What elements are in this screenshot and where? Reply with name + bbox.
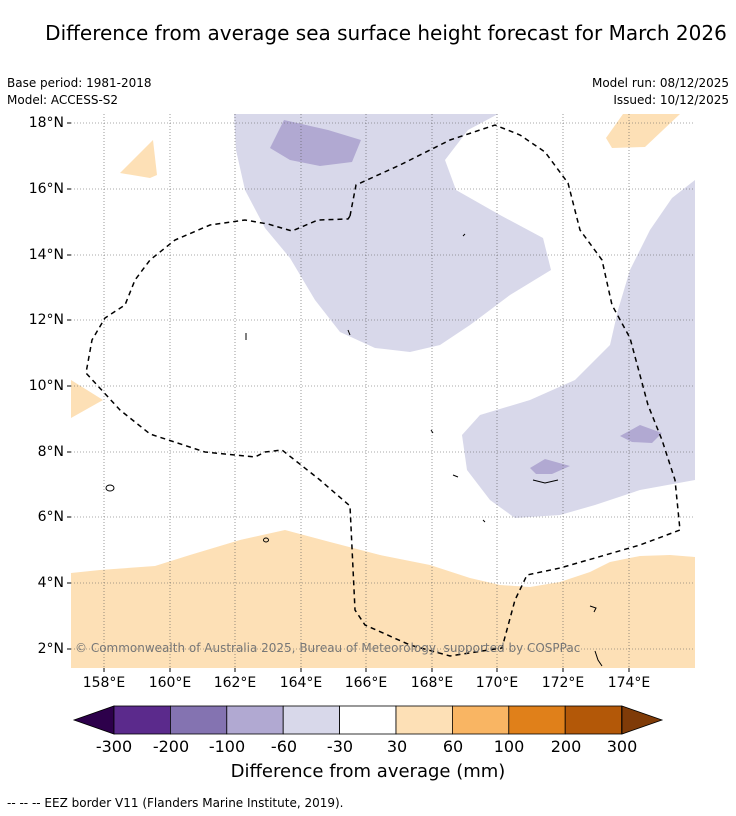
meta-left: Base period: 1981-2018 Model: ACCESS-S2: [7, 75, 152, 109]
colorbar-cell: [169, 705, 228, 735]
positive-anomaly-northeast: [606, 114, 680, 148]
colorbar-label: -300: [95, 737, 133, 756]
colorbar-label: 300: [606, 737, 638, 756]
gridlines: [71, 114, 695, 668]
colorbar-cell: [395, 705, 453, 735]
base-period: Base period: 1981-2018: [7, 76, 152, 90]
islands: [105, 233, 603, 667]
colorbar-label: -30: [326, 737, 354, 756]
colorbar-label: -200: [152, 737, 190, 756]
lon-tick: 166°E: [344, 675, 388, 691]
lon-tick: 174°E: [607, 675, 651, 691]
lat-tick: 14°N: [28, 247, 64, 263]
lon-tick: 172°E: [541, 675, 585, 691]
strong-negative-north: [270, 120, 361, 166]
colorbar-cell: [339, 705, 397, 735]
colorbar-extend-low: [72, 705, 115, 735]
colorbar-cell: [113, 705, 171, 735]
colorbar-cell: [564, 705, 623, 735]
colorbar-cell: [508, 705, 566, 735]
positive-anomaly-west: [71, 380, 103, 418]
lon-tick: 162°E: [213, 675, 257, 691]
lat-tick: 18°N: [28, 115, 64, 131]
copyright-notice: © Commonwealth of Australia 2025, Bureau…: [75, 641, 581, 655]
lat-tick: 12°N: [28, 312, 64, 328]
colorbar-label: 60: [442, 737, 464, 756]
model-name: Model: ACCESS-S2: [7, 93, 119, 107]
eez-footnote: -- -- -- EEZ border V11 (Flanders Marine…: [7, 796, 344, 810]
map-title: Difference from average sea surface heig…: [45, 21, 727, 45]
colorbar-label: 200: [550, 737, 582, 756]
lat-tick: 10°N: [28, 378, 64, 394]
lon-tick: 168°E: [410, 675, 454, 691]
colorbar-label: 30: [386, 737, 408, 756]
colorbar-label: -100: [208, 737, 246, 756]
strong-negative-east-1: [620, 425, 662, 443]
lon-tick: 160°E: [148, 675, 192, 691]
anomaly-fields: [71, 114, 695, 668]
colorbar-extend-high: [621, 705, 664, 735]
strong-negative-east-2: [530, 459, 570, 474]
colorbar-label: 100: [493, 737, 525, 756]
lat-tick: 8°N: [37, 444, 64, 460]
colorbar-cell: [282, 705, 341, 735]
negative-anomaly-north: [234, 114, 551, 352]
colorbar-cell: [451, 705, 510, 735]
colorbar-cell: [226, 705, 284, 735]
positive-anomaly-south: [71, 530, 695, 668]
model-run: Model run: 08/12/2025: [591, 76, 729, 90]
colorbar: [72, 705, 664, 735]
lon-tick: 164°E: [279, 675, 323, 691]
lon-tick: 158°E: [82, 675, 126, 691]
eez-border: [85, 124, 681, 657]
issued-date: Issued: 10/12/2025: [613, 93, 729, 107]
lon-tick: 170°E: [475, 675, 519, 691]
lat-tick: 6°N: [37, 509, 64, 525]
lat-tick: 16°N: [28, 181, 64, 197]
lat-tick: 2°N: [37, 641, 64, 657]
lat-tick: 4°N: [37, 575, 64, 591]
axis-ticks: [67, 122, 630, 672]
meta-right: Model run: 08/12/2025 Issued: 10/12/2025: [592, 75, 729, 109]
positive-anomaly-northwest: [120, 140, 157, 178]
colorbar-title: Difference from average (mm): [230, 761, 506, 782]
colorbar-label: -60: [270, 737, 298, 756]
